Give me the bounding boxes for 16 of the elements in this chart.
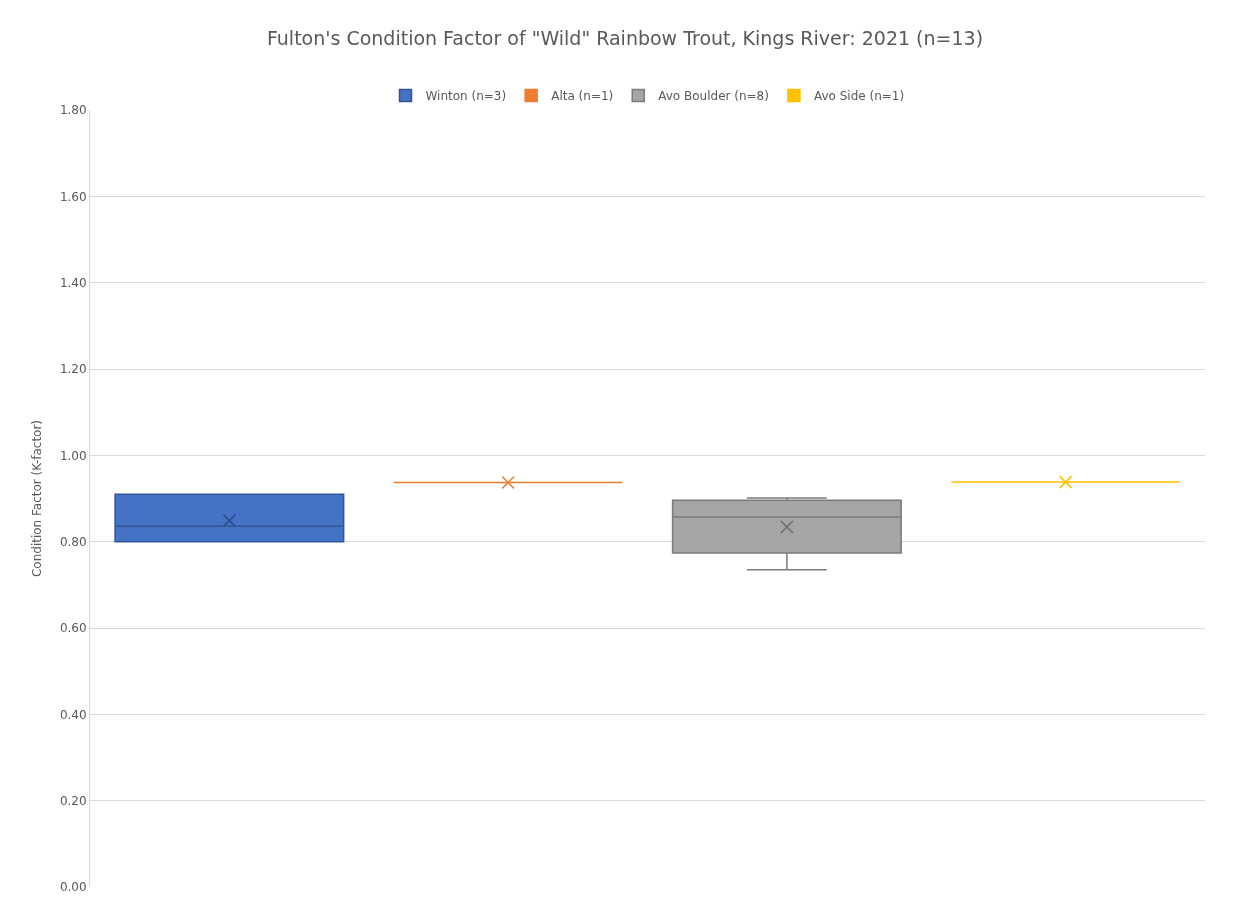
y-tick-label: 1.00 [59, 448, 87, 463]
y-axis-title: Condition Factor (K-factor) [30, 419, 45, 578]
y-tick-label: 0.20 [59, 793, 87, 808]
legend-label: Winton (n=3) [425, 89, 507, 104]
y-tick-label: 0.40 [59, 707, 87, 722]
legend-label: Avo Boulder (n=8) [658, 89, 769, 104]
y-tick-label: 1.60 [59, 189, 87, 204]
y-tick-label: 0.60 [59, 621, 87, 636]
y-tick-label: 1.40 [59, 275, 87, 290]
legend-label: Avo Side (n=1) [813, 89, 905, 104]
chart-title: Fulton's Condition Factor of "Wild" Rainbow Trout, Kings River: 2021 (n=13) [266, 27, 984, 50]
y-tick-label: 0.00 [59, 880, 87, 895]
y-tick-label: 1.20 [59, 362, 87, 377]
y-tick-label: 0.80 [59, 534, 87, 549]
legend-label: Alta (n=1) [551, 89, 614, 104]
y-tick-label: 1.80 [59, 103, 87, 118]
